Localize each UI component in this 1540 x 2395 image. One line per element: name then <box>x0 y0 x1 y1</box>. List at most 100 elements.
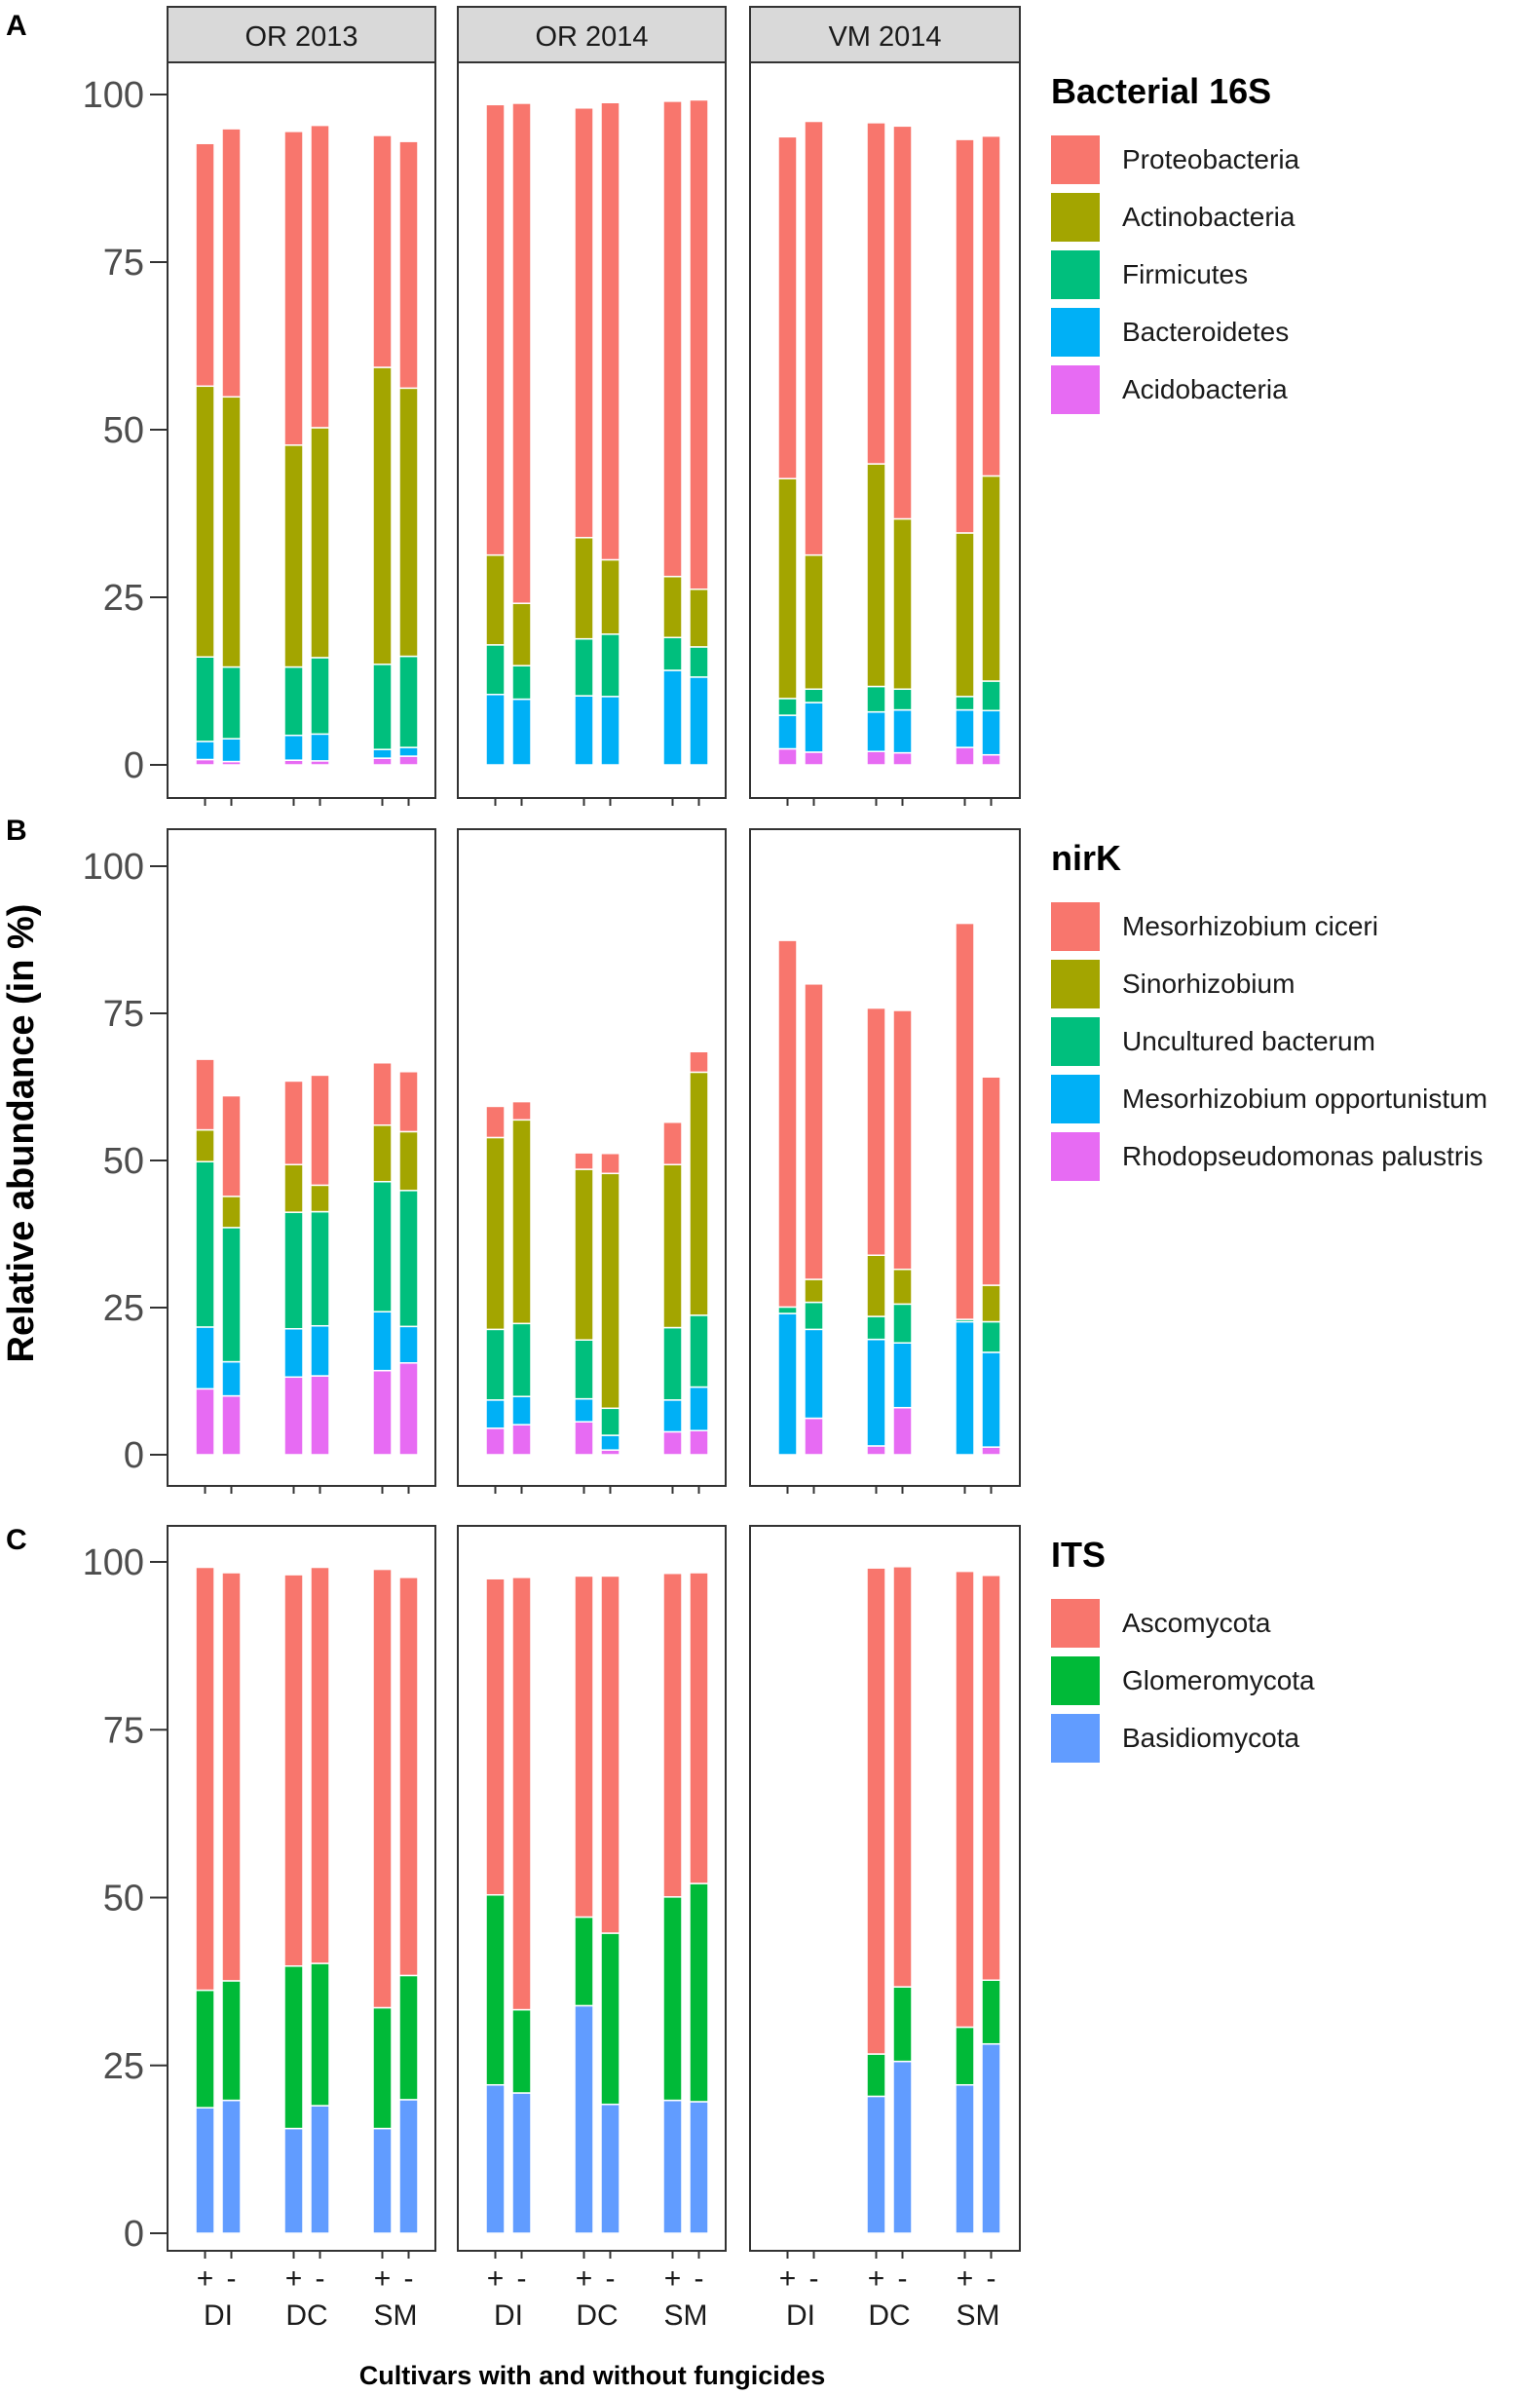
bar-segment-b <box>511 1119 532 1325</box>
bar-segment-a <box>398 140 419 390</box>
bar-segment-b <box>574 1168 594 1341</box>
bar-segment-c <box>866 2053 886 2098</box>
bar-segment-a <box>574 107 594 539</box>
bar-segment-b <box>195 1058 215 1131</box>
bar-segment-c <box>283 1965 304 2130</box>
bar-segment-b <box>777 1312 798 1456</box>
bar-segment-b <box>310 1184 330 1213</box>
bar-segment-a <box>600 558 620 635</box>
bar-segment-c <box>981 1979 1001 2045</box>
bar-segment-b <box>283 1163 304 1213</box>
legend-swatch <box>1051 1075 1100 1123</box>
bar-segment-c <box>662 2099 683 2234</box>
bar-segment-a <box>221 738 242 763</box>
bar-segment-c <box>485 1893 506 2086</box>
bar-segment-a <box>398 655 419 748</box>
bar-segment-c <box>981 2042 1001 2234</box>
bar-segment-a <box>283 665 304 737</box>
legend-label: Firmicutes <box>1122 259 1248 289</box>
bar-segment-b <box>804 983 824 1280</box>
bar-segment-c <box>511 2008 532 2094</box>
bar-segment-b <box>195 1326 215 1390</box>
bar-segment-b <box>221 1196 242 1229</box>
bar-segment-c <box>398 2099 419 2234</box>
bar-segment-a <box>372 748 393 759</box>
y-tick-label: 100 <box>83 1542 144 1583</box>
bar-segment-a <box>662 575 683 639</box>
bar-segment-b <box>485 1105 506 1139</box>
bar-segment-b <box>398 1362 419 1456</box>
bar-segment-b <box>600 1407 620 1436</box>
bar-segment-c <box>485 1578 506 1896</box>
facet-title: OR 2013 <box>244 21 357 53</box>
bar-segment-c <box>662 1572 683 1898</box>
bar-segment-a <box>398 387 419 658</box>
facet-panel-border <box>457 828 727 1487</box>
bar-segment-a <box>662 669 683 766</box>
x-treatment-label: - <box>809 2262 819 2295</box>
bar-segment-b <box>600 1153 620 1175</box>
bar-segment-c <box>372 1568 393 2009</box>
legend-swatch <box>1051 250 1100 299</box>
bar-segment-a <box>283 734 304 761</box>
bar-segment-a <box>221 128 242 399</box>
bar-segment-a <box>600 696 620 766</box>
bar-segment-a <box>600 633 620 698</box>
y-tick-label: 0 <box>124 745 144 786</box>
x-cultivar-label: DI <box>494 2300 523 2332</box>
bar-segment-a <box>310 124 330 429</box>
legend-label: Glomeromycota <box>1122 1665 1315 1695</box>
bar-segment-b <box>221 1394 242 1456</box>
bar-segment-a <box>777 477 798 700</box>
bar-segment-b <box>866 1007 886 1256</box>
x-treatment-label: + <box>957 2262 974 2295</box>
bar-segment-a <box>511 102 532 604</box>
bar-segment-b <box>485 1399 506 1429</box>
bar-segment-c <box>981 1575 1001 1981</box>
bar-segment-b <box>804 1301 824 1331</box>
panel-c: C 0 25 50 75 100 <box>6 1524 1021 2259</box>
bar-segment-a <box>981 134 1001 477</box>
bar-segment-a <box>310 657 330 736</box>
legend-swatch <box>1051 1714 1100 1763</box>
panel-letter: A <box>6 10 27 42</box>
legend-title: ITS <box>1051 1535 1106 1575</box>
bar-segment-a <box>777 747 798 766</box>
legend-c: ITS Ascomycota Glomeromycota Basidiomycota <box>1051 1535 1315 1763</box>
bar-segment-a <box>372 366 393 665</box>
bar-segment-a <box>195 758 215 766</box>
bar-segment-a <box>398 755 419 766</box>
bar-segment-c <box>955 2083 975 2234</box>
bar-segment-b <box>955 922 975 1320</box>
legend-title: Bacterial 16S <box>1051 71 1271 111</box>
legend-swatch <box>1051 135 1100 184</box>
y-tick-label: 75 <box>103 994 144 1035</box>
x-treatment-label: + <box>576 2262 593 2295</box>
x-treatment-label: - <box>316 2262 325 2295</box>
legend-label: Uncultured bacterum <box>1122 1026 1375 1056</box>
bar-segment-b <box>398 1071 419 1133</box>
bar-segment-a <box>892 688 913 711</box>
bar-segment-b <box>866 1445 886 1456</box>
bar-segment-b <box>511 1322 532 1397</box>
bar-segment-b <box>310 1210 330 1327</box>
bar-segment-b <box>689 1050 709 1074</box>
bar-segment-a <box>804 120 824 556</box>
bar-segment-a <box>981 680 1001 712</box>
x-cultivar-label: DI <box>204 2300 233 2332</box>
bar-segment-b <box>804 1328 824 1420</box>
x-treatment-label: - <box>898 2262 908 2295</box>
bar-segment-c <box>195 1989 215 2109</box>
bar-segment-a <box>221 665 242 740</box>
bar-segment-a <box>892 517 913 691</box>
bar-segment-b <box>892 1342 913 1409</box>
bar-segment-b <box>372 1311 393 1372</box>
bar-segment-c <box>892 2060 913 2234</box>
bar-segment-c <box>372 2006 393 2130</box>
bar-segment-a <box>981 475 1001 682</box>
bar-segment-a <box>892 125 913 520</box>
bar-segment-b <box>600 1172 620 1410</box>
bar-segment-b <box>574 1397 594 1423</box>
facet-title: OR 2014 <box>535 21 648 53</box>
legend-label: Actinobacteria <box>1122 202 1296 232</box>
